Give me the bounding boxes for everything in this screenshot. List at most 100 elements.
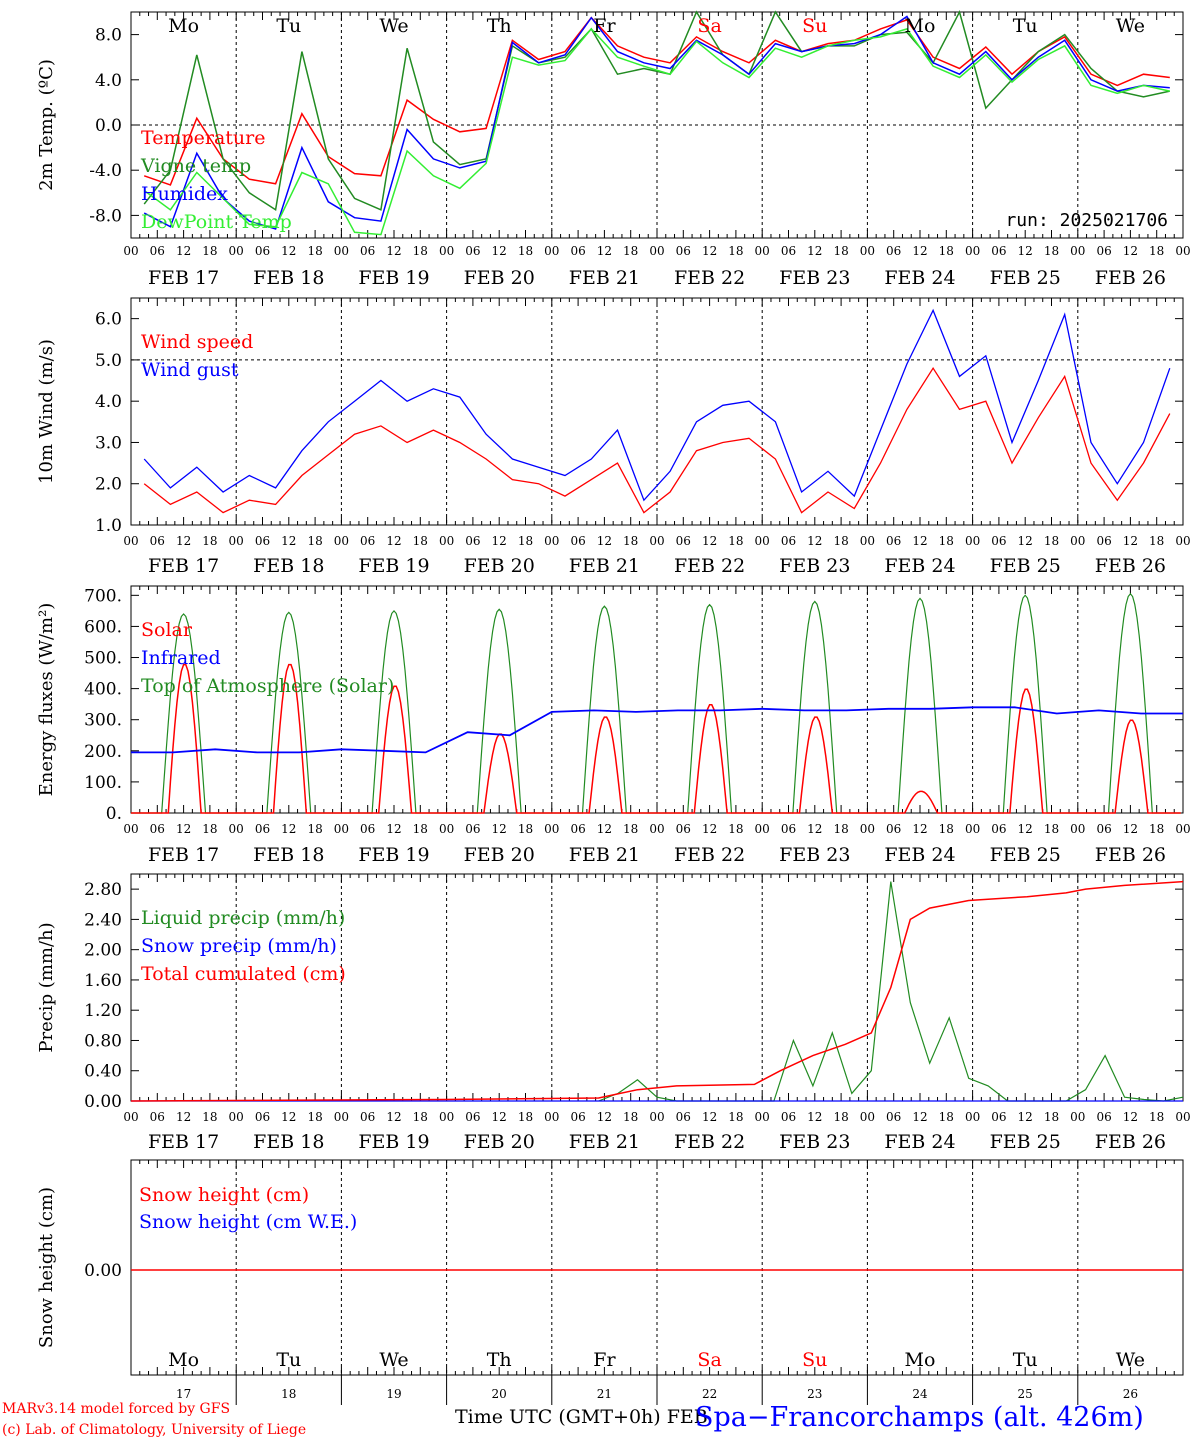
hour-label: 18 — [1044, 534, 1059, 548]
hour-label: 18 — [518, 534, 533, 548]
date-label: FEB 20 — [464, 844, 535, 866]
hour-label: 18 — [518, 244, 533, 258]
hour-label: 18 — [623, 822, 638, 836]
hour-label: 12 — [386, 1110, 401, 1124]
legend-entry: Wind speed — [141, 331, 253, 353]
hour-label: 18 — [1044, 244, 1059, 258]
hour-label: 00 — [439, 822, 454, 836]
hour-label: 06 — [465, 822, 480, 836]
date-label: FEB 22 — [674, 844, 745, 866]
hour-label: 00 — [965, 534, 980, 548]
date-label: FEB 21 — [569, 1131, 640, 1153]
hour-label: 00 — [860, 534, 875, 548]
hour-label: 12 — [702, 822, 717, 836]
hour-label: 00 — [755, 822, 770, 836]
date-label: FEB 23 — [779, 844, 850, 866]
hour-label: 18 — [939, 244, 954, 258]
hour-label: 12 — [176, 1110, 191, 1124]
legend-entry: Snow height (cm W.E.) — [139, 1211, 357, 1233]
y-tick-label: 1.0 — [95, 516, 122, 536]
date-label: FEB 21 — [569, 555, 640, 577]
weekday-label: Tu — [276, 1349, 301, 1371]
hour-label: 06 — [1096, 244, 1111, 258]
y-axis-label: Energy fluxes (W/m²) — [36, 603, 57, 797]
hour-label: 00 — [334, 1110, 349, 1124]
hour-label: 06 — [991, 244, 1006, 258]
weekday-label: We — [1116, 1349, 1145, 1371]
hour-label: 12 — [1018, 534, 1033, 548]
hour-label: 00 — [439, 244, 454, 258]
hour-label: 06 — [255, 1110, 270, 1124]
hour-label: 00 — [544, 1110, 559, 1124]
hour-label: 00 — [123, 534, 138, 548]
legend-entry: DewPoint Temp — [141, 211, 292, 233]
y-tick-label: 4.0 — [95, 71, 122, 91]
hour-label: 00 — [649, 1110, 664, 1124]
series-line-liquid — [598, 881, 1184, 1102]
hour-label: 18 — [202, 244, 217, 258]
hour-label: 00 — [334, 244, 349, 258]
hour-label: 00 — [334, 534, 349, 548]
date-label: FEB 25 — [990, 1131, 1061, 1153]
date-label: FEB 18 — [253, 555, 324, 577]
hour-label: 12 — [176, 822, 191, 836]
date-label: FEB 26 — [1095, 555, 1166, 577]
hour-label: 12 — [1018, 244, 1033, 258]
hour-label: 06 — [570, 822, 585, 836]
hour-label: 18 — [728, 534, 743, 548]
y-axis-label: Precip (mm/h) — [36, 922, 57, 1052]
hour-label: 12 — [1123, 822, 1138, 836]
hour-label: 06 — [570, 1110, 585, 1124]
panel-precip: Precip (mm/h) 2.80 2.40 2.00 1.60 1.20 0.80 0.4… — [36, 873, 1191, 1153]
date-label: FEB 26 — [1095, 1131, 1166, 1153]
hour-label: 06 — [360, 534, 375, 548]
y-tick-label: 600. — [84, 617, 122, 637]
hour-label: 00 — [1070, 1110, 1085, 1124]
series-line-infrared — [131, 706, 1183, 754]
y-axis-label: 2m Temp. (ºC) — [36, 59, 57, 191]
y-tick-label: -8.0 — [89, 206, 122, 226]
hour-label: 18 — [728, 244, 743, 258]
hour-label: 00 — [1175, 534, 1190, 548]
hour-label: 18 — [413, 244, 428, 258]
legend-entry: Total cumulated (cm) — [141, 963, 346, 985]
weekday-label: We — [379, 15, 408, 37]
weekday-label: Su — [802, 15, 827, 37]
series-line-green — [143, 9, 1170, 212]
hour-label: 06 — [886, 244, 901, 258]
y-tick-label: 0.00 — [84, 1092, 122, 1112]
hour-label: 06 — [570, 534, 585, 548]
hour-label: 18 — [518, 1110, 533, 1124]
date-label: FEB 24 — [884, 844, 955, 866]
hour-label: 00 — [1175, 822, 1190, 836]
date-label: FEB 19 — [358, 555, 429, 577]
y-tick-label: 2.00 — [84, 941, 122, 961]
hour-label: 06 — [991, 1110, 1006, 1124]
y-tick-label: 700. — [84, 586, 122, 606]
panel-temp: 2m Temp. (ºC) 8.0 4.0 0.0 -4.0 -8.0 Mo Tu We Th Fr… — [36, 9, 1191, 289]
date-label: FEB 26 — [1095, 844, 1166, 866]
weekday-label: Fr — [593, 15, 616, 37]
hour-label: 18 — [623, 244, 638, 258]
day-number-label: 17 — [176, 1387, 191, 1401]
hour-label: 12 — [597, 822, 612, 836]
hour-label: 06 — [150, 244, 165, 258]
weekday-label: We — [379, 1349, 408, 1371]
hour-label: 18 — [939, 534, 954, 548]
series-line-blue — [143, 308, 1171, 502]
hour-label: 00 — [439, 534, 454, 548]
hour-label: 12 — [492, 534, 507, 548]
hour-label: 06 — [360, 244, 375, 258]
legend-entry: Snow precip (mm/h) — [141, 935, 337, 957]
date-label: FEB 17 — [148, 844, 219, 866]
hour-label: 00 — [965, 1110, 980, 1124]
hour-label: 12 — [597, 534, 612, 548]
date-label: FEB 18 — [253, 844, 324, 866]
date-label: FEB 22 — [674, 1131, 745, 1153]
hour-label: 00 — [1070, 822, 1085, 836]
weekday-label: Sa — [697, 15, 721, 37]
hour-label: 06 — [676, 822, 691, 836]
series-line-lightgreen — [143, 27, 1170, 236]
hour-label: 18 — [833, 822, 848, 836]
weekday-label: Mo — [168, 1349, 199, 1371]
